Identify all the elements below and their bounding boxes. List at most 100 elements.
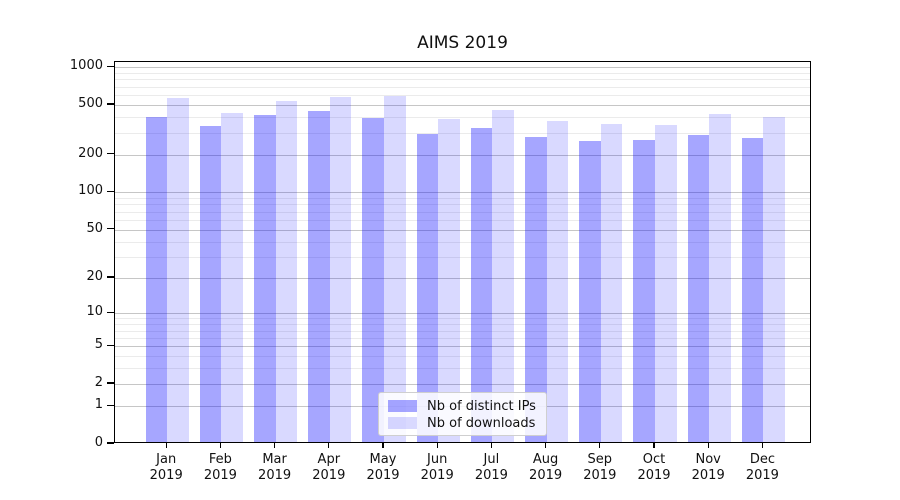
y-tick-label-1: 1 <box>94 397 103 413</box>
gridline-minor-9 <box>115 318 810 320</box>
y-tick-1 <box>107 404 114 406</box>
legend: Nb of distinct IPs Nb of downloads <box>378 392 547 436</box>
gridline-1000 <box>115 67 810 69</box>
gridline-minor-3 <box>115 368 810 370</box>
gridline-minor-80 <box>115 204 810 206</box>
x-tick-jul <box>490 443 493 448</box>
y-tick-label-5: 5 <box>94 337 103 353</box>
x-tick-nov <box>707 443 709 448</box>
gridline-minor-8 <box>115 324 810 326</box>
y-tick-label-0: 0 <box>94 435 103 450</box>
y-tick-500 <box>107 103 114 105</box>
x-tick-month: Dec <box>749 452 775 467</box>
bar-downloads-dec <box>763 117 786 442</box>
chart-title: AIMS 2019 <box>417 33 508 53</box>
bar-ips-dec <box>741 138 764 442</box>
x-tick-label-sep: Sep 2019 <box>573 452 627 484</box>
gridline-20 <box>115 278 810 279</box>
y-tick-5 <box>107 344 114 346</box>
gridline-minor-300 <box>115 132 810 134</box>
y-tick-label-2: 2 <box>94 375 103 391</box>
bar-ips-jun <box>416 133 439 442</box>
gridline-200 <box>115 154 810 156</box>
y-tick-20 <box>107 276 114 278</box>
x-tick-month: Nov <box>695 452 721 467</box>
x-tick-year: 2019 <box>529 468 563 483</box>
gridline-minor-70 <box>115 211 810 213</box>
x-tick-label-dec: Dec 2019 <box>735 452 789 484</box>
x-tick-year: 2019 <box>366 468 400 483</box>
x-tick-oct <box>653 443 655 448</box>
x-tick-jun <box>436 443 438 448</box>
bar-downloads-jul <box>492 109 515 442</box>
gridline-minor-40 <box>115 241 810 243</box>
y-tick-label-50: 50 <box>86 220 103 236</box>
x-tick-year: 2019 <box>474 468 508 483</box>
gridline-minor-600 <box>115 95 810 96</box>
bar-downloads-feb <box>221 112 244 442</box>
y-tick-label-200: 200 <box>78 145 103 161</box>
x-tick-month: Sep <box>587 452 613 467</box>
y-tick-1000 <box>107 65 114 67</box>
x-tick-year: 2019 <box>583 468 617 483</box>
y-tick-label-10: 10 <box>86 304 103 320</box>
y-tick-10 <box>107 311 114 313</box>
x-tick-feb <box>219 443 222 448</box>
y-tick-label-1000: 1000 <box>69 58 103 74</box>
y-tick-label-20: 20 <box>86 269 103 284</box>
gridline-minor-7 <box>115 330 810 332</box>
x-tick-month: Jul <box>483 452 500 467</box>
gridline-minor-30 <box>115 256 810 258</box>
x-tick-month: Apr <box>317 452 341 467</box>
legend-item-downloads: Nb of downloads <box>388 415 537 431</box>
y-tick-2 <box>107 382 114 384</box>
x-tick-jan <box>165 443 167 448</box>
gridline-10 <box>115 313 810 315</box>
bar-downloads-jan <box>167 97 189 442</box>
gridline-minor-800 <box>115 79 810 81</box>
legend-label-distinct-ips: Nb of distinct IPs <box>427 398 536 414</box>
gridline-minor-90 <box>115 198 810 199</box>
bar-downloads-may <box>384 96 406 442</box>
x-tick-label-apr: Apr 2019 <box>302 452 356 484</box>
gridline-minor-900 <box>115 72 810 74</box>
gridline-minor-700 <box>115 86 810 88</box>
x-tick-sep <box>599 443 601 448</box>
y-tick-label-100: 100 <box>78 183 103 199</box>
gridline-5 <box>115 346 810 348</box>
x-tick-month: Aug <box>532 452 559 467</box>
bar-ips-mar <box>253 114 276 442</box>
x-tick-mar <box>273 443 276 448</box>
legend-label-downloads: Nb of downloads <box>427 415 536 431</box>
x-tick-label-jan: Jan 2019 <box>139 452 193 484</box>
x-tick-may <box>382 443 384 448</box>
bar-ips-apr <box>308 111 330 442</box>
x-tick-label-feb: Feb 2019 <box>193 452 247 484</box>
y-tick-200 <box>107 153 114 155</box>
x-tick-month: Feb <box>208 452 232 467</box>
x-tick-label-aug: Aug 2019 <box>519 452 573 484</box>
x-tick-month: May <box>369 452 397 467</box>
gridline-minor-6 <box>115 337 810 339</box>
y-tick-0 <box>107 442 114 444</box>
x-tick-label-jul: Jul 2019 <box>464 452 518 484</box>
bar-ips-feb <box>199 125 222 442</box>
y-tick-label-500: 500 <box>78 95 103 111</box>
x-tick-label-nov: Nov 2019 <box>681 452 735 484</box>
bar-downloads-aug <box>546 121 569 442</box>
x-tick-month: Oct <box>642 452 666 467</box>
gridline-2 <box>115 384 810 386</box>
x-tick-year: 2019 <box>637 468 671 483</box>
x-tick-month: Jan <box>156 452 177 467</box>
bar-downloads-mar <box>275 100 298 442</box>
gridline-500 <box>115 104 810 106</box>
x-tick-month: Mar <box>262 452 287 467</box>
x-tick-year: 2019 <box>312 468 346 483</box>
gridline-minor-4 <box>115 356 810 358</box>
bar-downloads-jun <box>438 118 460 442</box>
legend-item-distinct-ips: Nb of distinct IPs <box>388 398 537 414</box>
x-tick-year: 2019 <box>745 468 779 483</box>
bar-downloads-nov <box>709 113 731 442</box>
x-tick-apr <box>328 443 330 448</box>
gridline-minor-400 <box>115 117 810 119</box>
